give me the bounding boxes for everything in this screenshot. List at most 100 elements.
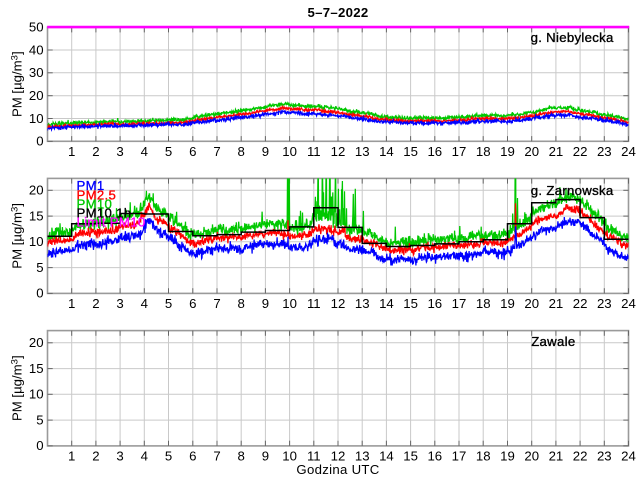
svg-text:24: 24	[621, 144, 636, 159]
svg-text:17: 17	[452, 296, 467, 311]
svg-text:5: 5	[165, 144, 172, 159]
svg-text:9: 9	[262, 448, 269, 463]
svg-text:1: 1	[68, 296, 75, 311]
svg-text:Godzina UTC: Godzina UTC	[296, 462, 379, 477]
svg-text:5–7–2022: 5–7–2022	[307, 5, 368, 20]
svg-text:7: 7	[213, 448, 220, 463]
svg-text:Zawale: Zawale	[531, 334, 575, 349]
svg-text:21: 21	[549, 448, 564, 463]
svg-text:8: 8	[238, 296, 245, 311]
svg-text:0: 0	[36, 134, 43, 149]
svg-text:4: 4	[141, 144, 148, 159]
svg-text:10: 10	[29, 234, 44, 249]
svg-text:10: 10	[282, 144, 297, 159]
svg-text:20: 20	[29, 335, 44, 350]
svg-text:g. Niebylecka: g. Niebylecka	[531, 30, 614, 45]
svg-text:15: 15	[29, 208, 44, 223]
svg-text:5: 5	[36, 260, 43, 275]
svg-text:PM [µg/m3]: PM [µg/m3]	[9, 51, 24, 117]
svg-text:50: 50	[29, 20, 44, 35]
svg-text:g. Zarnowska: g. Zarnowska	[531, 183, 614, 198]
svg-text:15: 15	[403, 144, 418, 159]
svg-text:9: 9	[262, 144, 269, 159]
svg-text:18: 18	[476, 448, 491, 463]
svg-text:8: 8	[238, 144, 245, 159]
svg-text:21: 21	[549, 296, 564, 311]
svg-text:13: 13	[355, 296, 370, 311]
svg-text:24: 24	[621, 296, 636, 311]
svg-text:11: 11	[307, 448, 321, 463]
svg-text:21: 21	[549, 144, 564, 159]
svg-text:2: 2	[92, 144, 99, 159]
svg-text:6: 6	[189, 448, 196, 463]
svg-text:3: 3	[116, 144, 123, 159]
svg-text:12: 12	[331, 296, 346, 311]
svg-text:4: 4	[141, 296, 148, 311]
svg-text:20: 20	[524, 296, 539, 311]
svg-text:22: 22	[573, 144, 588, 159]
svg-text:20: 20	[29, 183, 44, 198]
svg-text:20: 20	[29, 88, 44, 103]
svg-text:8: 8	[238, 448, 245, 463]
svg-text:7: 7	[213, 296, 220, 311]
svg-text:24: 24	[621, 448, 636, 463]
svg-text:PM1: PM1	[77, 178, 105, 193]
svg-text:4: 4	[141, 448, 148, 463]
svg-text:19: 19	[500, 448, 515, 463]
svg-text:7: 7	[213, 144, 220, 159]
svg-text:17: 17	[452, 144, 467, 159]
svg-text:1: 1	[68, 448, 75, 463]
svg-text:5: 5	[165, 296, 172, 311]
svg-text:18: 18	[476, 296, 491, 311]
svg-text:23: 23	[597, 296, 612, 311]
svg-text:22: 22	[573, 448, 588, 463]
svg-text:11: 11	[307, 144, 321, 159]
svg-text:13: 13	[355, 448, 370, 463]
svg-text:16: 16	[427, 144, 442, 159]
svg-text:10: 10	[29, 111, 44, 126]
svg-text:5: 5	[36, 412, 43, 427]
svg-text:20: 20	[524, 144, 539, 159]
svg-text:PM [µg/m3]: PM [µg/m3]	[9, 355, 24, 421]
svg-text:15: 15	[403, 296, 418, 311]
svg-text:6: 6	[189, 296, 196, 311]
svg-text:9: 9	[262, 296, 269, 311]
svg-text:14: 14	[379, 448, 394, 463]
svg-text:6: 6	[189, 144, 196, 159]
svg-text:15: 15	[403, 448, 418, 463]
svg-text:3: 3	[116, 448, 123, 463]
svg-text:16: 16	[427, 448, 442, 463]
svg-text:3: 3	[116, 296, 123, 311]
svg-text:1: 1	[68, 144, 75, 159]
svg-text:PM2.5: PM2.5	[77, 187, 117, 202]
svg-text:22: 22	[573, 296, 588, 311]
svg-text:PM10 1h: PM10 1h	[77, 206, 132, 221]
svg-text:13: 13	[355, 144, 370, 159]
svg-text:PM [µg/m3]: PM [µg/m3]	[9, 203, 24, 269]
svg-text:0: 0	[36, 286, 43, 301]
svg-text:2: 2	[92, 448, 99, 463]
svg-text:15: 15	[29, 361, 44, 376]
svg-text:5: 5	[165, 448, 172, 463]
svg-text:12: 12	[331, 448, 346, 463]
svg-text:14: 14	[379, 144, 394, 159]
svg-text:PM10: PM10	[77, 196, 113, 211]
svg-text:19: 19	[500, 144, 515, 159]
svg-text:2: 2	[92, 296, 99, 311]
svg-text:10: 10	[282, 448, 297, 463]
svg-text:23: 23	[597, 448, 612, 463]
svg-text:18: 18	[476, 144, 491, 159]
svg-text:10: 10	[282, 296, 297, 311]
svg-text:Limit PM10: Limit PM10	[77, 215, 146, 230]
svg-text:20: 20	[524, 448, 539, 463]
svg-text:11: 11	[307, 296, 321, 311]
svg-text:40: 40	[29, 42, 44, 57]
svg-text:19: 19	[500, 296, 515, 311]
svg-text:0: 0	[36, 438, 43, 453]
svg-text:30: 30	[29, 65, 44, 80]
svg-text:10: 10	[29, 387, 44, 402]
svg-text:17: 17	[452, 448, 467, 463]
svg-text:14: 14	[379, 296, 394, 311]
svg-text:16: 16	[427, 296, 442, 311]
svg-text:12: 12	[331, 144, 346, 159]
